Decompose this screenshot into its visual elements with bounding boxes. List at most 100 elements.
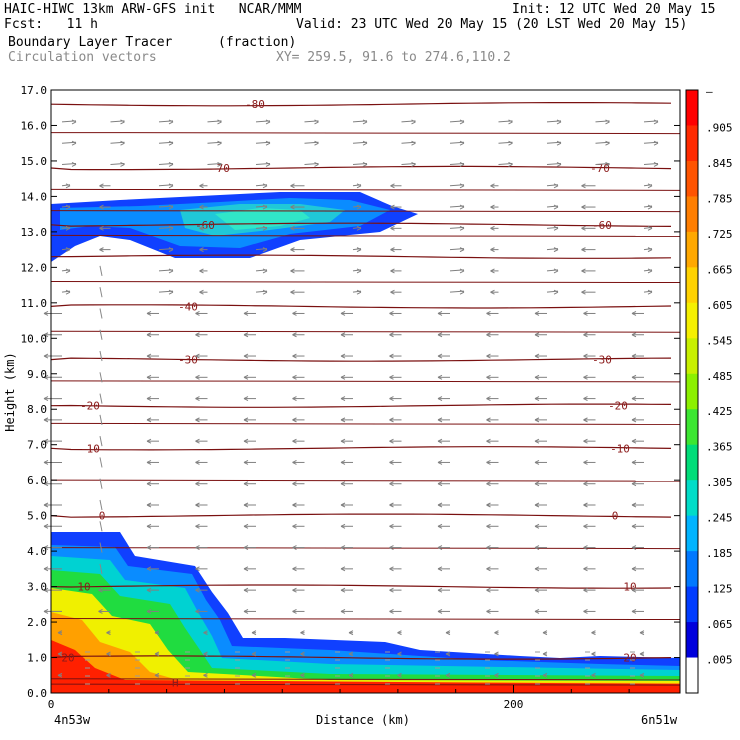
vector-arrow-head: [486, 608, 491, 614]
y-tick-label: 2.0: [27, 616, 47, 629]
vector-arrow-head: [631, 566, 637, 572]
vector-arrow-head: [340, 459, 346, 465]
vector-arrow-head: [581, 247, 586, 253]
vector-arrow-head: [583, 587, 588, 593]
vector-arrow-head: [146, 417, 152, 423]
temperature-contour-minor: [50, 422, 681, 425]
vector-arrow-head: [71, 119, 77, 125]
y-tick-label: 15.0: [21, 155, 48, 168]
vector-arrow-head: [195, 566, 200, 572]
vector-arrow-head: [605, 140, 610, 146]
colorbar-label: .125: [706, 583, 733, 596]
vector-arrow-head: [168, 140, 174, 146]
vector-arrow-head: [437, 587, 443, 593]
contour-label: -30: [178, 354, 198, 367]
vector-arrow-head: [265, 162, 271, 167]
y-tick-label: 6.0: [27, 474, 47, 487]
vector-arrow-head: [389, 374, 394, 380]
vector-arrow-head: [251, 651, 257, 657]
vector-arrow-head: [534, 396, 540, 402]
vector-arrow-head: [389, 438, 394, 444]
vector-arrow-head: [494, 651, 499, 657]
temperature-contour: [50, 102, 672, 107]
vector-arrow-head: [65, 268, 71, 274]
xy-range: XY= 259.5, 91.6 to 274.6,110.2: [276, 50, 511, 65]
temperature-contours: -80 -70 -70 -60 -60 -40 -30 -30 -20 -20 -10 -10 0 0 10…: [50, 98, 681, 689]
plume-red: [51, 640, 680, 693]
vector-arrow-head: [389, 396, 394, 402]
vector-arrow-head: [243, 417, 249, 423]
vector-arrow-head: [292, 587, 297, 593]
vector-arrow-head: [57, 630, 63, 636]
vector-arrow-head: [583, 332, 588, 338]
vector-arrow-head: [631, 545, 637, 551]
vector-arrow-head: [389, 608, 394, 614]
vector-arrow-head: [494, 672, 499, 678]
vector-arrow-head: [43, 396, 49, 402]
vector-arrow-head: [168, 225, 174, 231]
vector-arrow-head: [203, 672, 208, 678]
vector-arrow-head: [356, 225, 362, 231]
colorbar-swatch: [686, 231, 698, 268]
vector-arrow-head: [168, 119, 174, 125]
vector-arrow-head: [389, 311, 394, 316]
vector-arrow-head: [243, 374, 249, 380]
y-tick-label: 9.0: [27, 368, 47, 381]
circulation-vectors: [43, 119, 659, 685]
vector-arrow-head: [553, 247, 559, 253]
temperature-contour: [50, 513, 672, 518]
vector-arrow-head: [195, 459, 200, 465]
temperature-contour-minor: [50, 210, 681, 213]
vector-arrow-head: [581, 183, 586, 189]
vector-arrow-head: [348, 651, 354, 657]
vector-arrow-head: [168, 247, 174, 253]
colorbar-swatch: [686, 409, 698, 446]
vector-arrow-head: [217, 162, 222, 167]
temperature-contour-minor: [50, 234, 681, 237]
vector-arrow-head: [340, 502, 346, 508]
vector-arrow-head: [195, 481, 200, 487]
vector-arrow-head: [553, 183, 559, 189]
contour-label: -40: [178, 300, 198, 313]
vector-arrow-head: [411, 119, 416, 125]
colorbar-label: .365: [706, 441, 733, 454]
vector-arrow-head: [99, 225, 104, 231]
vector-arrow-head: [99, 247, 104, 253]
vector-arrow-head: [389, 502, 394, 508]
vector-arrow-head: [71, 140, 77, 146]
right-endpoint-label: 6n51w: [641, 713, 678, 727]
vector-arrow-head: [217, 140, 222, 146]
vector-arrow-head: [459, 289, 465, 295]
vector-arrow-head: [459, 162, 465, 167]
vector-arrow-head: [154, 630, 160, 636]
vector-arrow-head: [340, 545, 346, 551]
vector-arrow-head: [340, 332, 346, 338]
vector-arrow-head: [639, 672, 645, 678]
vector-arrow-head: [631, 459, 637, 465]
vector-arrow-head: [397, 651, 402, 657]
vector-arrow-head: [146, 545, 152, 551]
high-marker: H: [172, 676, 179, 689]
temperature-contour: [50, 304, 672, 309]
vector-arrow: [99, 521, 103, 532]
vector-arrow-head: [168, 204, 174, 210]
vector-arrow-head: [459, 183, 465, 189]
vector-arrow-head: [508, 162, 513, 167]
colorbar-swatch: [686, 160, 698, 197]
vector-arrow-head: [459, 268, 465, 274]
vector-arrow-head: [631, 374, 637, 380]
vector-arrow-head: [340, 311, 346, 316]
vector-arrow-head: [486, 502, 491, 508]
vector-arrow-head: [486, 459, 491, 465]
vector-arrow-head: [290, 204, 295, 210]
vector-arrow-head: [340, 481, 346, 487]
x-axis: 0 200: [48, 685, 630, 711]
vector-arrow-head: [362, 162, 368, 167]
vector-arrow-head: [146, 332, 152, 338]
vector-arrow-head: [300, 672, 305, 678]
colorbar-swatch: [686, 622, 698, 659]
vector-arrow-head: [653, 162, 659, 167]
vector-arrow-head: [146, 353, 152, 359]
vector-arrow-head: [542, 672, 548, 678]
vector-arrow-head: [583, 545, 588, 551]
